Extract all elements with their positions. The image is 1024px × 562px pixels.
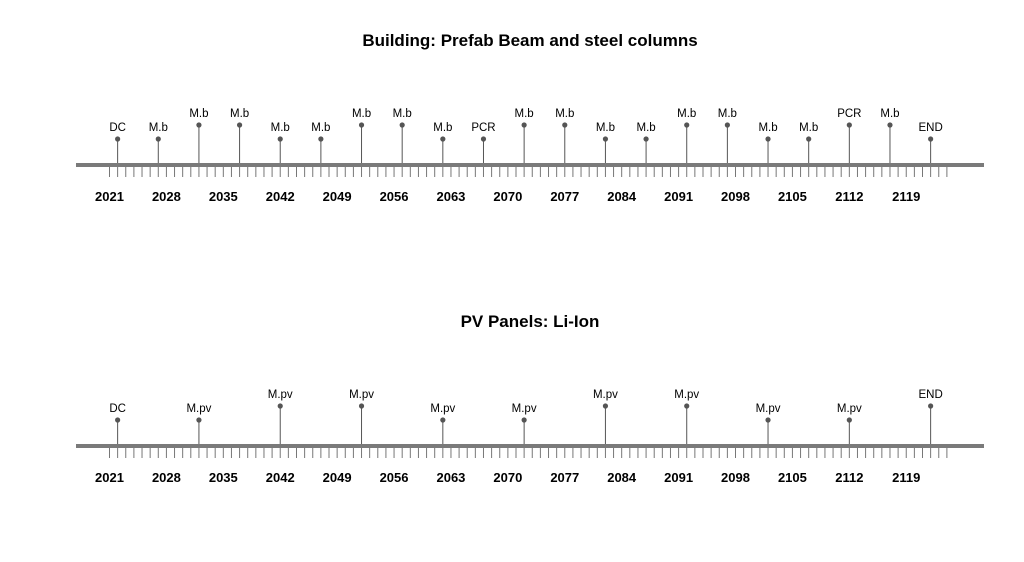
event-marker: [480, 136, 487, 142]
event-label: M.b: [393, 108, 412, 120]
year-tick-label: 2091: [664, 189, 693, 204]
year-tick-label: 2112: [835, 189, 863, 204]
event-marker: [602, 403, 609, 409]
event-marker: [440, 136, 446, 142]
event-label: M.b: [799, 122, 818, 134]
event-label: M.b: [718, 108, 737, 120]
year-tick-label: 2070: [493, 470, 522, 485]
year-tick-label: 2070: [493, 189, 522, 204]
event-marker: [562, 122, 568, 128]
event-label: M.b: [230, 108, 249, 120]
event-marker: [277, 403, 283, 409]
event-label: M.pv: [430, 403, 455, 415]
event-label: M.b: [555, 108, 574, 120]
event-label: M.b: [149, 122, 168, 134]
event-marker: [887, 122, 893, 128]
event-marker: [358, 403, 365, 409]
year-tick-label: 2021: [95, 470, 124, 485]
event-marker: [318, 136, 324, 142]
event-label: M.pv: [837, 403, 862, 415]
event-label: M.b: [880, 108, 899, 120]
year-tick-label: 2035: [209, 470, 238, 485]
year-tick-label: 2049: [323, 189, 352, 204]
year-tick-label: 2098: [721, 470, 750, 485]
event-marker: [928, 403, 934, 409]
year-tick-label: 2056: [380, 470, 409, 485]
event-label: M.b: [311, 122, 330, 134]
event-marker: [358, 122, 365, 128]
pv-panels-timeline-chart: PV Panels: Li-Ion 2021 2028 2035 2042 2049 20…: [76, 312, 984, 485]
event-marker: [277, 136, 283, 142]
event-marker: [196, 417, 202, 423]
event-label: M.pv: [593, 389, 618, 401]
year-tick-label: 2084: [607, 189, 637, 204]
year-tick-label: 2119: [892, 470, 920, 485]
event-label: END: [918, 389, 942, 401]
event-label: M.pv: [268, 389, 293, 401]
event-marker: [846, 417, 852, 423]
year-tick-label: 2112: [835, 470, 863, 485]
event-label: M.pv: [186, 403, 211, 415]
event-label: END: [918, 122, 942, 134]
event-marker: [928, 136, 934, 142]
chart-title: Building: Prefab Beam and steel columns: [362, 31, 697, 50]
event-label: M.b: [677, 108, 696, 120]
year-tick-label: 2077: [550, 189, 579, 204]
chart-title: PV Panels: Li-Ion: [461, 312, 600, 331]
year-tick-label: 2063: [436, 189, 465, 204]
event-label: M.b: [515, 108, 534, 120]
event-marker: [155, 136, 161, 142]
year-tick-label: 2049: [323, 470, 352, 485]
event-marker: [602, 136, 609, 142]
event-marker: [521, 122, 527, 128]
event-marker: [115, 417, 121, 423]
event-label: M.pv: [756, 403, 781, 415]
event-marker: [236, 122, 243, 128]
year-tick-label: 2042: [266, 470, 295, 485]
event-marker: [684, 122, 690, 128]
year-tick-label: 2084: [607, 470, 637, 485]
event-marker: [643, 136, 649, 142]
event-label: M.pv: [674, 389, 699, 401]
year-tick-label: 2056: [380, 189, 409, 204]
event-marker: [196, 122, 202, 128]
year-tick-label: 2021: [95, 189, 124, 204]
year-tick-label: 2091: [664, 470, 693, 485]
event-label: M.pv: [512, 403, 537, 415]
event-label: M.b: [758, 122, 777, 134]
year-tick-label: 2077: [550, 470, 579, 485]
event-label: M.b: [271, 122, 290, 134]
event-marker: [765, 417, 771, 423]
event-label: PCR: [837, 108, 861, 120]
event-marker: [399, 122, 405, 128]
event-marker: [806, 136, 812, 142]
event-label: DC: [109, 403, 126, 415]
event-marker: [765, 136, 771, 142]
year-tick-label: 2063: [436, 470, 465, 485]
event-label: M.b: [189, 108, 208, 120]
year-tick-label: 2119: [892, 189, 920, 204]
event-marker: [684, 403, 690, 409]
event-marker: [440, 417, 446, 423]
year-tick-label: 2028: [152, 470, 181, 485]
year-tick-label: 2028: [152, 189, 181, 204]
year-tick-label: 2105: [778, 189, 807, 204]
event-label: M.b: [636, 122, 655, 134]
event-marker: [521, 417, 527, 423]
year-tick-label: 2035: [209, 189, 238, 204]
event-label: DC: [109, 122, 126, 134]
year-tick-label: 2105: [778, 470, 807, 485]
event-label: PCR: [471, 122, 495, 134]
building-timeline-chart: Building: Prefab Beam and steel columns …: [76, 31, 984, 204]
event-label: M.b: [352, 108, 371, 120]
event-label: M.b: [596, 122, 615, 134]
event-marker: [846, 122, 852, 128]
event-marker: [724, 122, 730, 128]
year-tick-label: 2042: [266, 189, 295, 204]
event-label: M.b: [433, 122, 452, 134]
event-label: M.pv: [349, 389, 374, 401]
event-marker: [115, 136, 121, 142]
year-tick-label: 2098: [721, 189, 750, 204]
